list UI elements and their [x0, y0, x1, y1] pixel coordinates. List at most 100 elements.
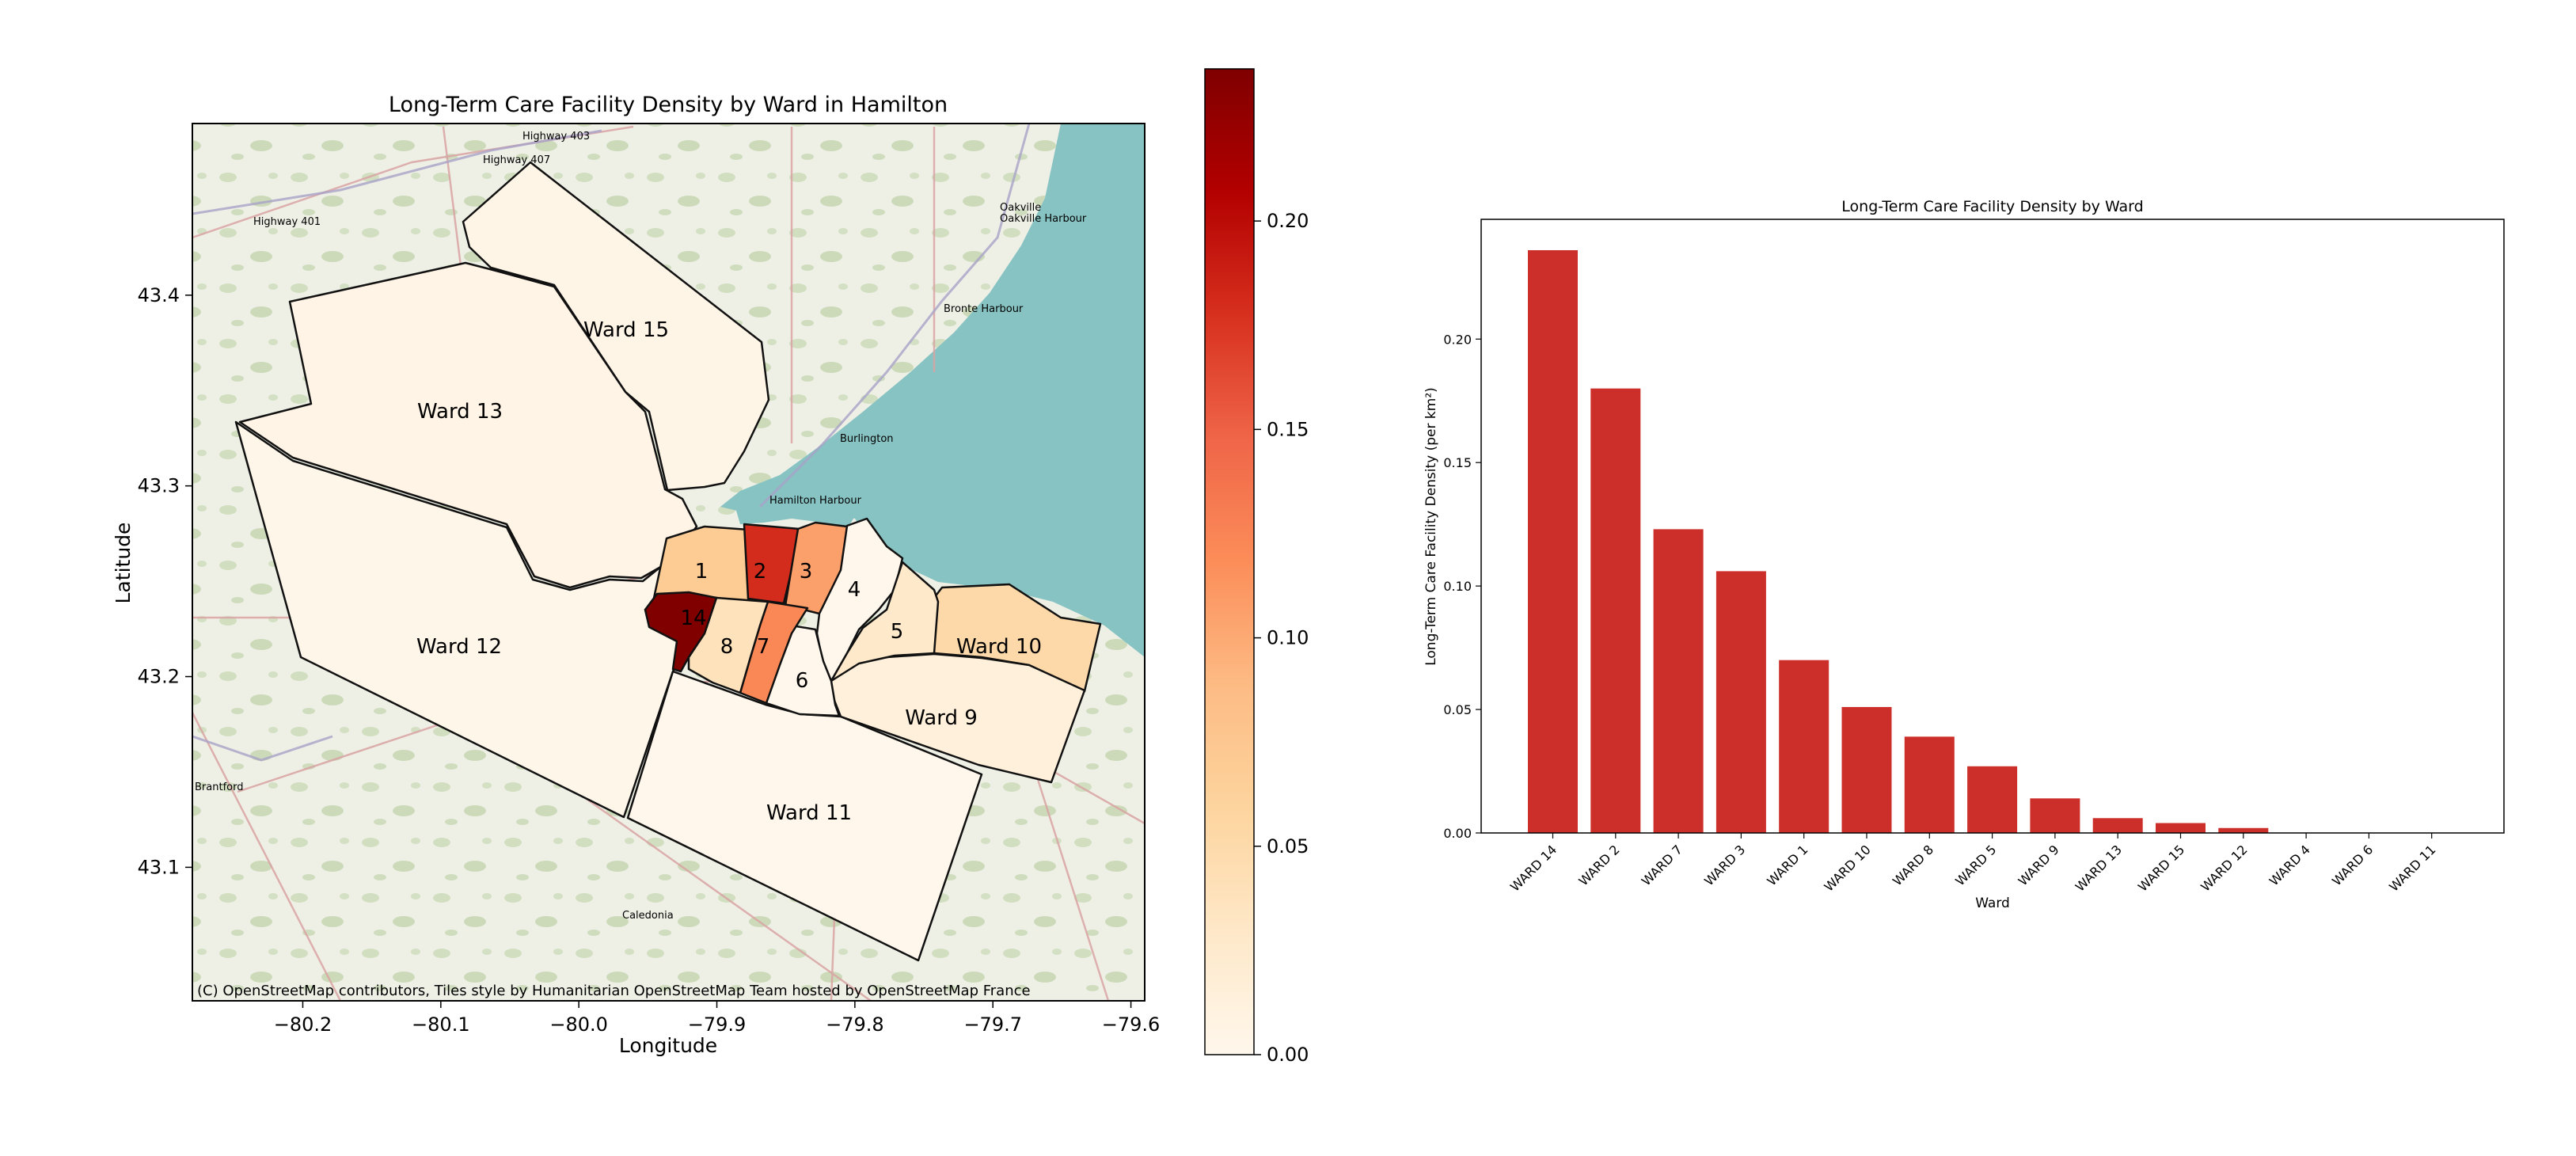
svg-text:Oakville: Oakville [1000, 202, 1041, 214]
map-x-tick-label: −79.9 [688, 1013, 747, 1036]
bar-ward-9 [2030, 798, 2080, 833]
map-x-tick-label: −80.2 [274, 1013, 332, 1036]
svg-text:Brantford: Brantford [195, 781, 243, 793]
ward-label-7: 7 [757, 635, 770, 659]
ward-label-10: Ward 10 [956, 635, 1042, 659]
map-frame [192, 123, 1146, 1002]
ward-label-8: 8 [720, 635, 734, 659]
svg-text:Highway 407: Highway 407 [483, 154, 550, 166]
bar-y-ticks: 0.00 0.05 0.10 0.15 0.20 [1443, 332, 1481, 841]
bar-ward-1 [1779, 660, 1829, 833]
bar-ward-7 [1653, 529, 1704, 833]
map-attribution: (C) OpenStreetMap contributors, Tiles st… [197, 983, 1031, 999]
map-panel: Long-Term Care Facility Density by Ward … [112, 93, 1160, 1057]
bar-x-tick-label: WARD 14 [1507, 842, 1560, 894]
colorbar-ticks: 0.00 0.05 0.10 0.15 0.20 [1254, 210, 1309, 1066]
colorbar-gradient [1204, 68, 1255, 1055]
bar-x-tick-label: WARD 15 [2135, 842, 2187, 894]
colorbar-tick-label: 0.05 [1267, 835, 1309, 857]
svg-text:Oakville Harbour: Oakville Harbour [1000, 213, 1087, 225]
map-y-tick-label: 43.1 [138, 856, 180, 878]
bar-x-tick-label: WARD 10 [1822, 842, 1874, 894]
map-x-tick-label: −80.0 [549, 1013, 608, 1036]
ward-label-14: 14 [680, 607, 706, 630]
bar-ward-13 [2092, 818, 2143, 833]
bar-ward-15 [2156, 823, 2206, 833]
colorbar-tick-label: 0.15 [1267, 418, 1309, 440]
bar-chart-title: Long-Term Care Facility Density by Ward [1841, 198, 2143, 215]
colorbar-tick-label: 0.10 [1267, 627, 1309, 649]
ward-15-area [462, 161, 770, 492]
map-x-ticks: −80.2 −80.1 −80.0 −79.9 −79.8 −79.7 −79.6 [274, 1001, 1161, 1036]
map-y-label: Latitude [112, 523, 135, 604]
basemap: Burlington Oakville Oakville Harbour Bro… [192, 124, 1145, 1001]
bar-plot-frame [1480, 219, 2505, 834]
bar-x-tick-label: WARD 2 [1576, 842, 1623, 888]
bar-x-tick-label: WARD 13 [2073, 842, 2125, 894]
svg-text:Burlington: Burlington [840, 433, 894, 445]
bar-x-tick-label: WARD 12 [2198, 842, 2250, 894]
bar-ward-12 [2218, 827, 2269, 833]
map-x-tick-label: −79.8 [826, 1013, 884, 1036]
ward-label-11: Ward 11 [766, 801, 852, 825]
ward-labels: Ward 15 Ward 13 Ward 12 Ward 11 Ward 10 … [416, 318, 1042, 825]
ward-polygons [234, 161, 1102, 962]
ward-label-13: Ward 13 [417, 400, 503, 424]
bar-ward-3 [1715, 571, 1766, 833]
colorbar-tick-label: 0.00 [1267, 1044, 1309, 1066]
bar-ward-8 [1904, 736, 1955, 833]
map-x-label: Longitude [619, 1034, 717, 1057]
lake-ontario [720, 124, 1145, 657]
svg-text:Caledonia: Caledonia [622, 910, 674, 922]
bar-x-tick-label: WARD 1 [1764, 842, 1810, 888]
ward-14-area [644, 591, 718, 673]
svg-text:Highway 403: Highway 403 [522, 131, 590, 143]
ward-label-4: 4 [848, 578, 861, 602]
map-x-tick-label: −79.7 [963, 1013, 1022, 1036]
ward-label-6: 6 [796, 669, 809, 693]
ward-label-5: 5 [891, 620, 904, 644]
svg-text:Highway 401: Highway 401 [253, 216, 321, 228]
map-x-tick-label: −79.6 [1102, 1013, 1161, 1036]
bar-ward-2 [1590, 388, 1641, 833]
bar-y-tick-label: 0.20 [1443, 332, 1472, 347]
bar-x-tick-label: WARD 8 [1890, 842, 1936, 888]
bar-ward-14 [1528, 249, 1578, 834]
ward-5-area [830, 561, 940, 683]
ward-label-12: Ward 12 [416, 635, 502, 659]
ward-label-2: 2 [754, 560, 767, 584]
bar-x-tick-label: WARD 11 [2386, 842, 2438, 894]
ward-label-15: Ward 15 [583, 318, 669, 342]
bar-x-tick-label: WARD 5 [1952, 842, 1999, 888]
bar-x-label: Ward [1975, 896, 2010, 911]
map-title: Long-Term Care Facility Density by Ward … [389, 93, 948, 117]
bar-x-ticks: WARD 14 WARD 2 WARD 7 WARD 3 WARD 1 WARD 10 WA… [1507, 833, 2439, 895]
map-y-tick-label: 43.2 [138, 666, 180, 688]
bar-x-tick-label: WARD 9 [2016, 842, 2062, 888]
bar-x-tick-label: WARD 3 [1701, 842, 1748, 888]
bars [1528, 249, 2269, 834]
bar-y-tick-label: 0.00 [1443, 826, 1472, 841]
map-y-ticks: 43.1 43.2 43.3 43.4 [138, 284, 192, 878]
bar-x-tick-label: WARD 7 [1639, 842, 1685, 888]
bar-ward-5 [1967, 766, 2018, 833]
map-y-tick-label: 43.3 [138, 475, 180, 497]
bar-x-tick-label: WARD 4 [2266, 842, 2313, 888]
bar-y-label: Long-Term Care Facility Density (per km²… [1423, 387, 1439, 666]
bar-ward-10 [1841, 706, 1892, 833]
ward-11-area [626, 670, 983, 962]
bar-x-tick-label: WARD 6 [2329, 842, 2376, 888]
svg-text:Bronte Harbour: Bronte Harbour [944, 303, 1024, 315]
bar-chart-panel: Long-Term Care Facility Density by Ward … [1423, 198, 2505, 911]
bar-y-tick-label: 0.05 [1443, 702, 1472, 717]
ward-label-1: 1 [695, 560, 709, 584]
bar-y-tick-label: 0.10 [1443, 579, 1472, 594]
map-y-tick-label: 43.4 [138, 284, 180, 306]
ward-label-9: Ward 9 [905, 706, 978, 730]
ward-4-area [815, 517, 904, 683]
ward-label-3: 3 [800, 560, 813, 584]
hamilton-harbour [732, 487, 855, 529]
svg-text:Hamilton Harbour: Hamilton Harbour [769, 495, 862, 507]
bar-y-tick-label: 0.15 [1443, 455, 1472, 470]
